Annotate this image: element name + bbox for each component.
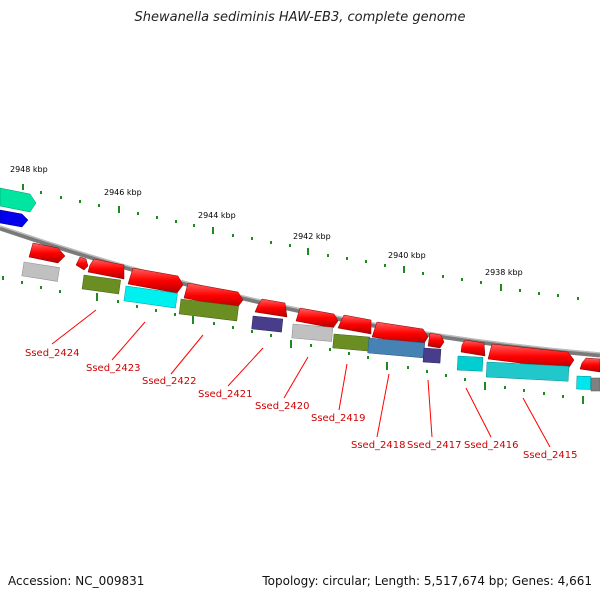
gene-label: Ssed_2416 bbox=[464, 440, 519, 451]
gene-block[interactable] bbox=[485, 361, 570, 382]
gene-block[interactable] bbox=[332, 333, 371, 352]
gene-label: Ssed_2423 bbox=[86, 363, 141, 374]
kbp-label: 2946 kbp bbox=[104, 188, 142, 197]
genome-summary-text: Topology: circular; Length: 5,517,674 bp… bbox=[262, 574, 592, 588]
gene-block[interactable] bbox=[0, 187, 37, 213]
kbp-label: 2942 kbp bbox=[293, 232, 331, 241]
kbp-label: 2944 kbp bbox=[198, 211, 236, 220]
gene-label: Ssed_2418 bbox=[351, 440, 406, 451]
gene-block[interactable] bbox=[251, 315, 284, 333]
tick-row-bottom bbox=[2, 276, 584, 404]
gene-block[interactable] bbox=[123, 285, 178, 309]
accession-text: Accession: NC_009831 bbox=[8, 574, 145, 588]
gene-block[interactable] bbox=[576, 375, 592, 390]
gene-block[interactable] bbox=[457, 355, 484, 372]
gene-block[interactable] bbox=[291, 323, 334, 342]
gene-block[interactable] bbox=[590, 377, 600, 392]
gene-arrow[interactable] bbox=[579, 357, 600, 373]
gene-arrow[interactable] bbox=[28, 242, 66, 264]
gene-label: Ssed_2424 bbox=[25, 348, 80, 359]
gene-arrow[interactable] bbox=[87, 258, 125, 280]
kbp-label: 2940 kbp bbox=[388, 251, 426, 260]
gene-block[interactable] bbox=[422, 347, 442, 364]
gene-label: Ssed_2417 bbox=[407, 440, 462, 451]
gene-arrow[interactable] bbox=[427, 332, 445, 349]
map-title: Shewanella sediminis HAW-EB3, complete g… bbox=[134, 10, 466, 25]
gene-arrow[interactable] bbox=[75, 256, 89, 271]
gene-arrow[interactable] bbox=[460, 339, 486, 357]
gene-label: Ssed_2419 bbox=[311, 413, 366, 424]
gene-arrow[interactable] bbox=[371, 321, 429, 346]
gene-arrow[interactable] bbox=[0, 209, 29, 228]
gene-label: Ssed_2420 bbox=[255, 401, 310, 412]
gene-block[interactable] bbox=[81, 274, 121, 295]
gene-arrow[interactable] bbox=[487, 343, 575, 370]
gene-arrow[interactable] bbox=[337, 314, 372, 335]
kbp-label: 2948 kbp bbox=[10, 165, 48, 174]
gene-label: Ssed_2421 bbox=[198, 389, 253, 400]
gene-label: Ssed_2415 bbox=[523, 450, 578, 461]
label-leaders bbox=[51, 309, 551, 448]
gene-label: Ssed_2422 bbox=[142, 376, 197, 387]
gene-block[interactable] bbox=[178, 298, 239, 322]
tick-row-top bbox=[22, 184, 579, 300]
gene-arrow[interactable] bbox=[183, 282, 244, 309]
gene-block[interactable] bbox=[21, 261, 60, 282]
gene-arrow[interactable] bbox=[295, 307, 339, 329]
kbp-label: 2938 kbp bbox=[485, 268, 523, 277]
gene-arrow[interactable] bbox=[254, 298, 288, 318]
gene-arrow[interactable] bbox=[127, 267, 184, 294]
